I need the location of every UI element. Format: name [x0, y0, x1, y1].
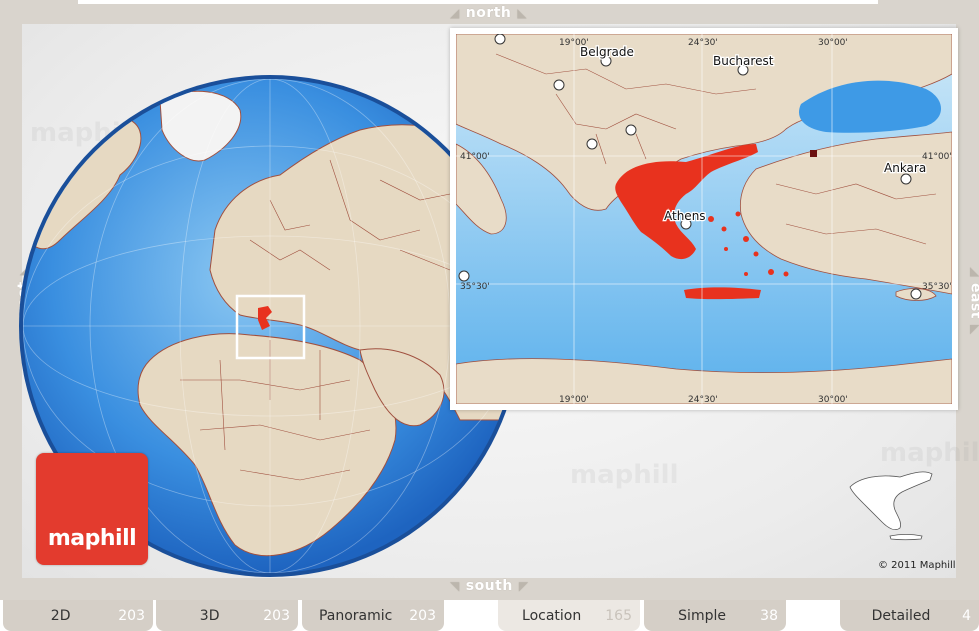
tab-count: 165 [605, 607, 632, 624]
greece-highlight-inset [615, 144, 758, 260]
tab-count: 38 [760, 607, 778, 624]
inset-land-turkey [739, 131, 952, 295]
tab-label: Simple [678, 607, 726, 624]
tab-label: 2D [50, 607, 71, 624]
tab-location[interactable]: Location 165 [498, 600, 640, 631]
tab-count: 203 [263, 607, 290, 624]
tab-label: Detailed [871, 607, 931, 624]
arrow-right-icon: ◤ [518, 579, 529, 593]
land-africa [137, 333, 397, 557]
city-label-athens: Athens [664, 209, 706, 223]
land-greenland [159, 90, 242, 162]
tab-label: Panoramic [318, 607, 393, 624]
graticule-bottom-3: 30°00' [818, 395, 848, 404]
arrow-left-icon: ◢ [450, 6, 460, 20]
tab-count: 4 [962, 607, 971, 624]
tab-panoramic[interactable]: Panoramic 203 [302, 600, 444, 631]
tab-2d[interactable]: 2D 203 [3, 600, 153, 631]
inset-borders [495, 53, 937, 245]
graticule-top-2: 24°30' [688, 38, 718, 48]
globe-map[interactable] [0, 0, 979, 600]
inset-land-africa [456, 358, 952, 404]
graticule-left-1: 41°00' [460, 152, 490, 162]
inset-graticule [456, 34, 952, 404]
inset-black-sea [798, 80, 941, 133]
pan-north-button[interactable]: ◢ north ◣ [450, 5, 527, 21]
south-label: south [465, 578, 513, 594]
crete-highlight [684, 287, 761, 300]
graticule-left-2: 35°30' [460, 282, 490, 292]
map-type-tabs: 2D 203 3D 203 Panoramic 203 Location 165… [0, 600, 979, 631]
inset-land-italy [456, 143, 507, 235]
land-arabia [359, 348, 445, 427]
country-outline-thumbnail [849, 471, 933, 541]
maphill-logo[interactable]: maphill [36, 453, 148, 565]
graticule-right-2: 35°30' [922, 282, 952, 292]
frame-top-highlight [78, 0, 878, 4]
capital-markers [458, 34, 922, 300]
tab-label: 3D [199, 607, 220, 624]
graticule-right-1: 41°00' [922, 152, 952, 162]
tab-detailed[interactable]: Detailed 4 [840, 600, 979, 631]
logo-text: maphill [47, 526, 137, 551]
tab-count: 203 [409, 607, 436, 624]
city-label-belgrade: Belgrade [580, 45, 634, 59]
pan-south-button[interactable]: ◥ south ◤ [450, 578, 529, 594]
graticule-bottom-1: 19°00' [559, 395, 589, 404]
tab-label: Location [522, 607, 582, 624]
tab-count: 203 [118, 607, 145, 624]
city-label-bucharest: Bucharest [713, 54, 774, 68]
copyright-text: © 2011 Maphill [878, 560, 956, 571]
ankara-region-marker [810, 150, 817, 157]
arrow-left-icon: ◥ [450, 579, 460, 593]
inset-map[interactable]: 19°00' 24°30' 30°00' 19°00' 24°30' 30°00… [450, 28, 958, 410]
north-label: north [465, 5, 512, 21]
graticule-top-1: 19°00' [559, 38, 589, 48]
tab-3d[interactable]: 3D 203 [156, 600, 298, 631]
graticule-bottom-2: 24°30' [688, 395, 718, 404]
location-frame [235, 294, 306, 360]
greece-highlight-globe [258, 306, 272, 330]
graticule-top-3: 30°00' [818, 38, 848, 48]
greek-islands [708, 211, 789, 277]
city-label-ankara: Ankara [884, 161, 926, 175]
arrow-right-icon: ◣ [517, 6, 528, 20]
tab-simple[interactable]: Simple 38 [644, 600, 786, 631]
